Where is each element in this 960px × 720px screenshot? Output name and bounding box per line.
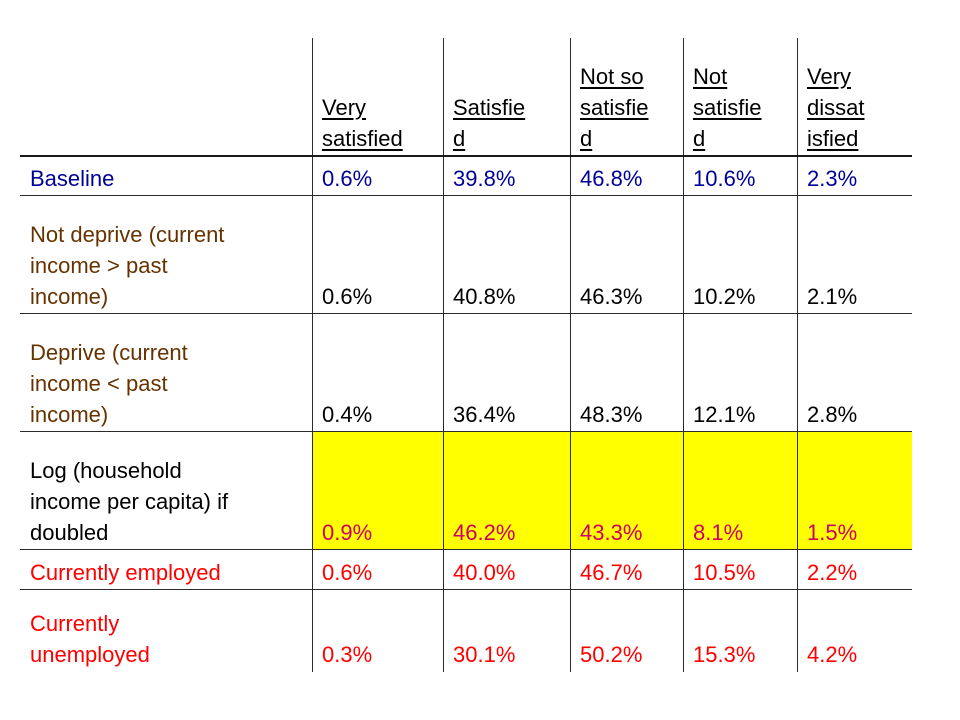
column-divider — [797, 38, 798, 672]
cell-satisfied-text: 36.4% — [453, 402, 516, 427]
cell-satisfied: 39.8% — [443, 156, 570, 196]
header-not-so-satisfied: Not so satisfie d — [570, 38, 683, 156]
row-label-text: Baseline — [30, 166, 115, 191]
cell-satisfied: 40.8% — [443, 196, 570, 314]
cell-very-dissatisfied-text: 2.8% — [807, 402, 858, 427]
cell-satisfied-text: 46.2% — [453, 520, 516, 545]
cell-not-satisfied-text: 12.1% — [693, 402, 756, 427]
cell-very-satisfied-text: 0.6% — [322, 166, 373, 191]
cell-very-dissatisfied-text: 4.2% — [807, 642, 858, 667]
cell-satisfied: 30.1% — [443, 590, 570, 672]
row-label: Deprive (current income < past income) — [20, 314, 312, 432]
row-divider — [20, 313, 912, 314]
cell-not-so-satisfied: 46.3% — [570, 196, 683, 314]
header-very-satisfied-text: Very satisfied — [322, 95, 403, 151]
cell-satisfied: 40.0% — [443, 550, 570, 590]
row-divider — [20, 155, 912, 157]
cell-not-so-satisfied-text: 48.3% — [580, 402, 643, 427]
row-label: Log (household income per capita) if dou… — [20, 432, 312, 550]
row-label: Currently employed — [20, 550, 312, 590]
cell-very-dissatisfied-text: 2.2% — [807, 560, 858, 585]
cell-satisfied: 46.2% — [443, 432, 570, 550]
cell-very-dissatisfied: 4.2% — [797, 590, 912, 672]
cell-very-satisfied: 0.4% — [312, 314, 443, 432]
cell-very-satisfied-text: 0.6% — [322, 284, 373, 309]
cell-very-satisfied: 0.6% — [312, 156, 443, 196]
satisfaction-table: Very satisfied Satisfie d Not so satisfie … — [20, 38, 912, 672]
cell-very-dissatisfied: 2.2% — [797, 550, 912, 590]
cell-not-satisfied-text: 10.5% — [693, 560, 756, 585]
row-divider — [20, 195, 912, 196]
cell-very-satisfied-text: 0.4% — [322, 402, 373, 427]
cell-not-so-satisfied: 48.3% — [570, 314, 683, 432]
row-label-text: Currently unemployed — [30, 611, 150, 667]
cell-very-dissatisfied-text: 2.3% — [807, 166, 858, 191]
cell-not-so-satisfied: 46.8% — [570, 156, 683, 196]
cell-not-so-satisfied: 43.3% — [570, 432, 683, 550]
row-label-text: Deprive (current income < past income) — [30, 340, 188, 427]
row-label-text: Log (household income per capita) if dou… — [30, 458, 229, 545]
row-label-text: Currently employed — [30, 560, 221, 585]
column-divider — [570, 38, 571, 672]
cell-not-satisfied: 10.6% — [683, 156, 797, 196]
cell-satisfied: 36.4% — [443, 314, 570, 432]
cell-satisfied-text: 40.0% — [453, 560, 516, 585]
header-not-so-satisfied-text: Not so satisfie d — [580, 64, 649, 151]
cell-very-dissatisfied: 2.3% — [797, 156, 912, 196]
row-label: Baseline — [20, 156, 312, 196]
cell-very-dissatisfied: 2.8% — [797, 314, 912, 432]
header-very-dissatisfied-text: Very dissat isfied — [807, 64, 865, 151]
cell-not-so-satisfied-text: 43.3% — [580, 520, 643, 545]
header-very-satisfied: Very satisfied — [312, 38, 443, 156]
cell-very-satisfied: 0.3% — [312, 590, 443, 672]
cell-not-so-satisfied-text: 46.7% — [580, 560, 643, 585]
cell-not-satisfied-text: 8.1% — [693, 520, 744, 545]
header-not-satisfied-text: Not satisfie d — [693, 64, 762, 151]
cell-not-satisfied: 10.5% — [683, 550, 797, 590]
cell-not-satisfied: 12.1% — [683, 314, 797, 432]
cell-not-so-satisfied: 46.7% — [570, 550, 683, 590]
cell-satisfied-text: 40.8% — [453, 284, 516, 309]
cell-not-satisfied: 10.2% — [683, 196, 797, 314]
column-divider — [312, 38, 313, 672]
header-very-dissatisfied: Very dissat isfied — [797, 38, 912, 156]
cell-not-so-satisfied-text: 46.8% — [580, 166, 643, 191]
cell-very-dissatisfied: 2.1% — [797, 196, 912, 314]
cell-not-satisfied: 8.1% — [683, 432, 797, 550]
row-divider — [20, 549, 912, 550]
cell-not-satisfied-text: 10.6% — [693, 166, 756, 191]
cell-very-dissatisfied-text: 1.5% — [807, 520, 858, 545]
cell-very-satisfied: 0.6% — [312, 196, 443, 314]
cell-not-satisfied-text: 10.2% — [693, 284, 756, 309]
row-divider — [20, 431, 912, 432]
header-satisfied-text: Satisfie d — [453, 95, 526, 151]
header-not-satisfied: Not satisfie d — [683, 38, 797, 156]
header-satisfied: Satisfie d — [443, 38, 570, 156]
cell-very-dissatisfied-text: 2.1% — [807, 284, 858, 309]
cell-very-dissatisfied: 1.5% — [797, 432, 912, 550]
row-label: Currently unemployed — [20, 590, 312, 672]
column-divider — [683, 38, 684, 672]
cell-very-satisfied-text: 0.6% — [322, 560, 373, 585]
cell-not-satisfied: 15.3% — [683, 590, 797, 672]
cell-not-so-satisfied-text: 46.3% — [580, 284, 643, 309]
row-highlight — [312, 432, 912, 550]
row-label-text: Not deprive (current income > past incom… — [30, 222, 225, 309]
row-divider — [20, 589, 912, 590]
cell-very-satisfied-text: 0.9% — [322, 520, 373, 545]
cell-not-satisfied-text: 15.3% — [693, 642, 756, 667]
column-divider — [443, 38, 444, 672]
row-label: Not deprive (current income > past incom… — [20, 196, 312, 314]
cell-not-so-satisfied: 50.2% — [570, 590, 683, 672]
cell-satisfied-text: 39.8% — [453, 166, 516, 191]
cell-very-satisfied: 0.6% — [312, 550, 443, 590]
cell-satisfied-text: 30.1% — [453, 642, 516, 667]
header-corner — [20, 38, 312, 156]
cell-very-satisfied-text: 0.3% — [322, 642, 373, 667]
cell-not-so-satisfied-text: 50.2% — [580, 642, 643, 667]
cell-very-satisfied: 0.9% — [312, 432, 443, 550]
